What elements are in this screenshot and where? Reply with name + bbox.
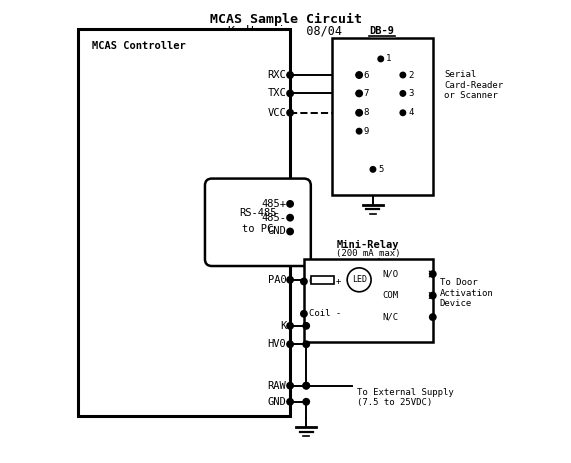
Text: COM: COM	[383, 291, 399, 300]
Circle shape	[356, 110, 362, 116]
Text: PA0: PA0	[268, 275, 287, 285]
Text: TXC: TXC	[268, 88, 287, 99]
Text: N/O: N/O	[383, 269, 399, 279]
Circle shape	[429, 271, 436, 277]
Circle shape	[429, 292, 436, 299]
Circle shape	[287, 323, 293, 329]
Text: MCAS Sample Circuit: MCAS Sample Circuit	[210, 13, 361, 26]
Text: MCAS Controller: MCAS Controller	[92, 40, 186, 50]
Circle shape	[287, 214, 293, 221]
Circle shape	[287, 200, 293, 207]
Circle shape	[378, 56, 384, 62]
Circle shape	[356, 91, 362, 96]
Text: Coil -: Coil -	[309, 309, 341, 318]
Text: RS-485: RS-485	[239, 208, 276, 218]
Circle shape	[301, 311, 307, 317]
Circle shape	[287, 276, 293, 283]
Circle shape	[400, 110, 405, 116]
Text: 6: 6	[364, 70, 369, 80]
Text: Mini-Relay: Mini-Relay	[337, 240, 400, 250]
Text: GND: GND	[268, 397, 287, 407]
Circle shape	[287, 341, 293, 347]
Circle shape	[356, 72, 363, 78]
Text: 8: 8	[364, 108, 369, 117]
Circle shape	[303, 341, 309, 347]
Circle shape	[303, 382, 309, 389]
Text: 4: 4	[408, 108, 414, 117]
Text: K: K	[280, 321, 287, 331]
Circle shape	[303, 382, 309, 389]
Circle shape	[287, 72, 293, 78]
Text: 7: 7	[364, 89, 369, 98]
Circle shape	[356, 110, 363, 116]
Text: 5: 5	[379, 165, 384, 174]
FancyBboxPatch shape	[205, 179, 311, 266]
Text: 3: 3	[408, 89, 414, 98]
Circle shape	[303, 323, 309, 329]
Circle shape	[356, 128, 362, 134]
Text: To Door
Activation
Device: To Door Activation Device	[440, 278, 493, 308]
Bar	[332, 38, 433, 194]
Circle shape	[301, 278, 307, 285]
Circle shape	[287, 90, 293, 97]
Circle shape	[287, 382, 293, 389]
Text: DB-9: DB-9	[369, 26, 395, 36]
Text: RAW: RAW	[268, 381, 287, 391]
Circle shape	[287, 110, 293, 116]
Text: Serial
Card-Reader
or Scanner: Serial Card-Reader or Scanner	[444, 70, 504, 100]
Circle shape	[287, 399, 293, 405]
Text: To External Supply
(7.5 to 25VDC): To External Supply (7.5 to 25VDC)	[357, 388, 453, 407]
Text: (200 mA max): (200 mA max)	[336, 249, 401, 258]
Text: 9: 9	[364, 127, 369, 136]
Circle shape	[429, 314, 436, 320]
Circle shape	[400, 72, 405, 78]
Text: VCC: VCC	[268, 108, 287, 118]
Circle shape	[347, 268, 371, 292]
Text: Coil +: Coil +	[309, 277, 341, 286]
Text: Kadtronix  08/04: Kadtronix 08/04	[228, 25, 343, 38]
Text: RXC: RXC	[268, 70, 287, 80]
Text: 470: 470	[314, 294, 331, 303]
Text: LED: LED	[352, 275, 367, 284]
Text: HV0: HV0	[268, 339, 287, 349]
Text: N/C: N/C	[383, 313, 399, 322]
Bar	[78, 29, 290, 416]
Circle shape	[287, 228, 293, 235]
Bar	[304, 259, 433, 342]
Text: GND: GND	[268, 226, 287, 237]
Text: 485+: 485+	[262, 199, 287, 209]
Circle shape	[400, 91, 405, 96]
Text: 2: 2	[408, 70, 414, 80]
Circle shape	[356, 72, 362, 78]
Circle shape	[356, 90, 363, 97]
Text: 485-: 485-	[262, 213, 287, 223]
Text: to PC: to PC	[242, 224, 274, 234]
Bar	[311, 275, 334, 284]
Circle shape	[370, 167, 376, 172]
Circle shape	[303, 399, 309, 405]
Text: 1: 1	[387, 55, 392, 63]
